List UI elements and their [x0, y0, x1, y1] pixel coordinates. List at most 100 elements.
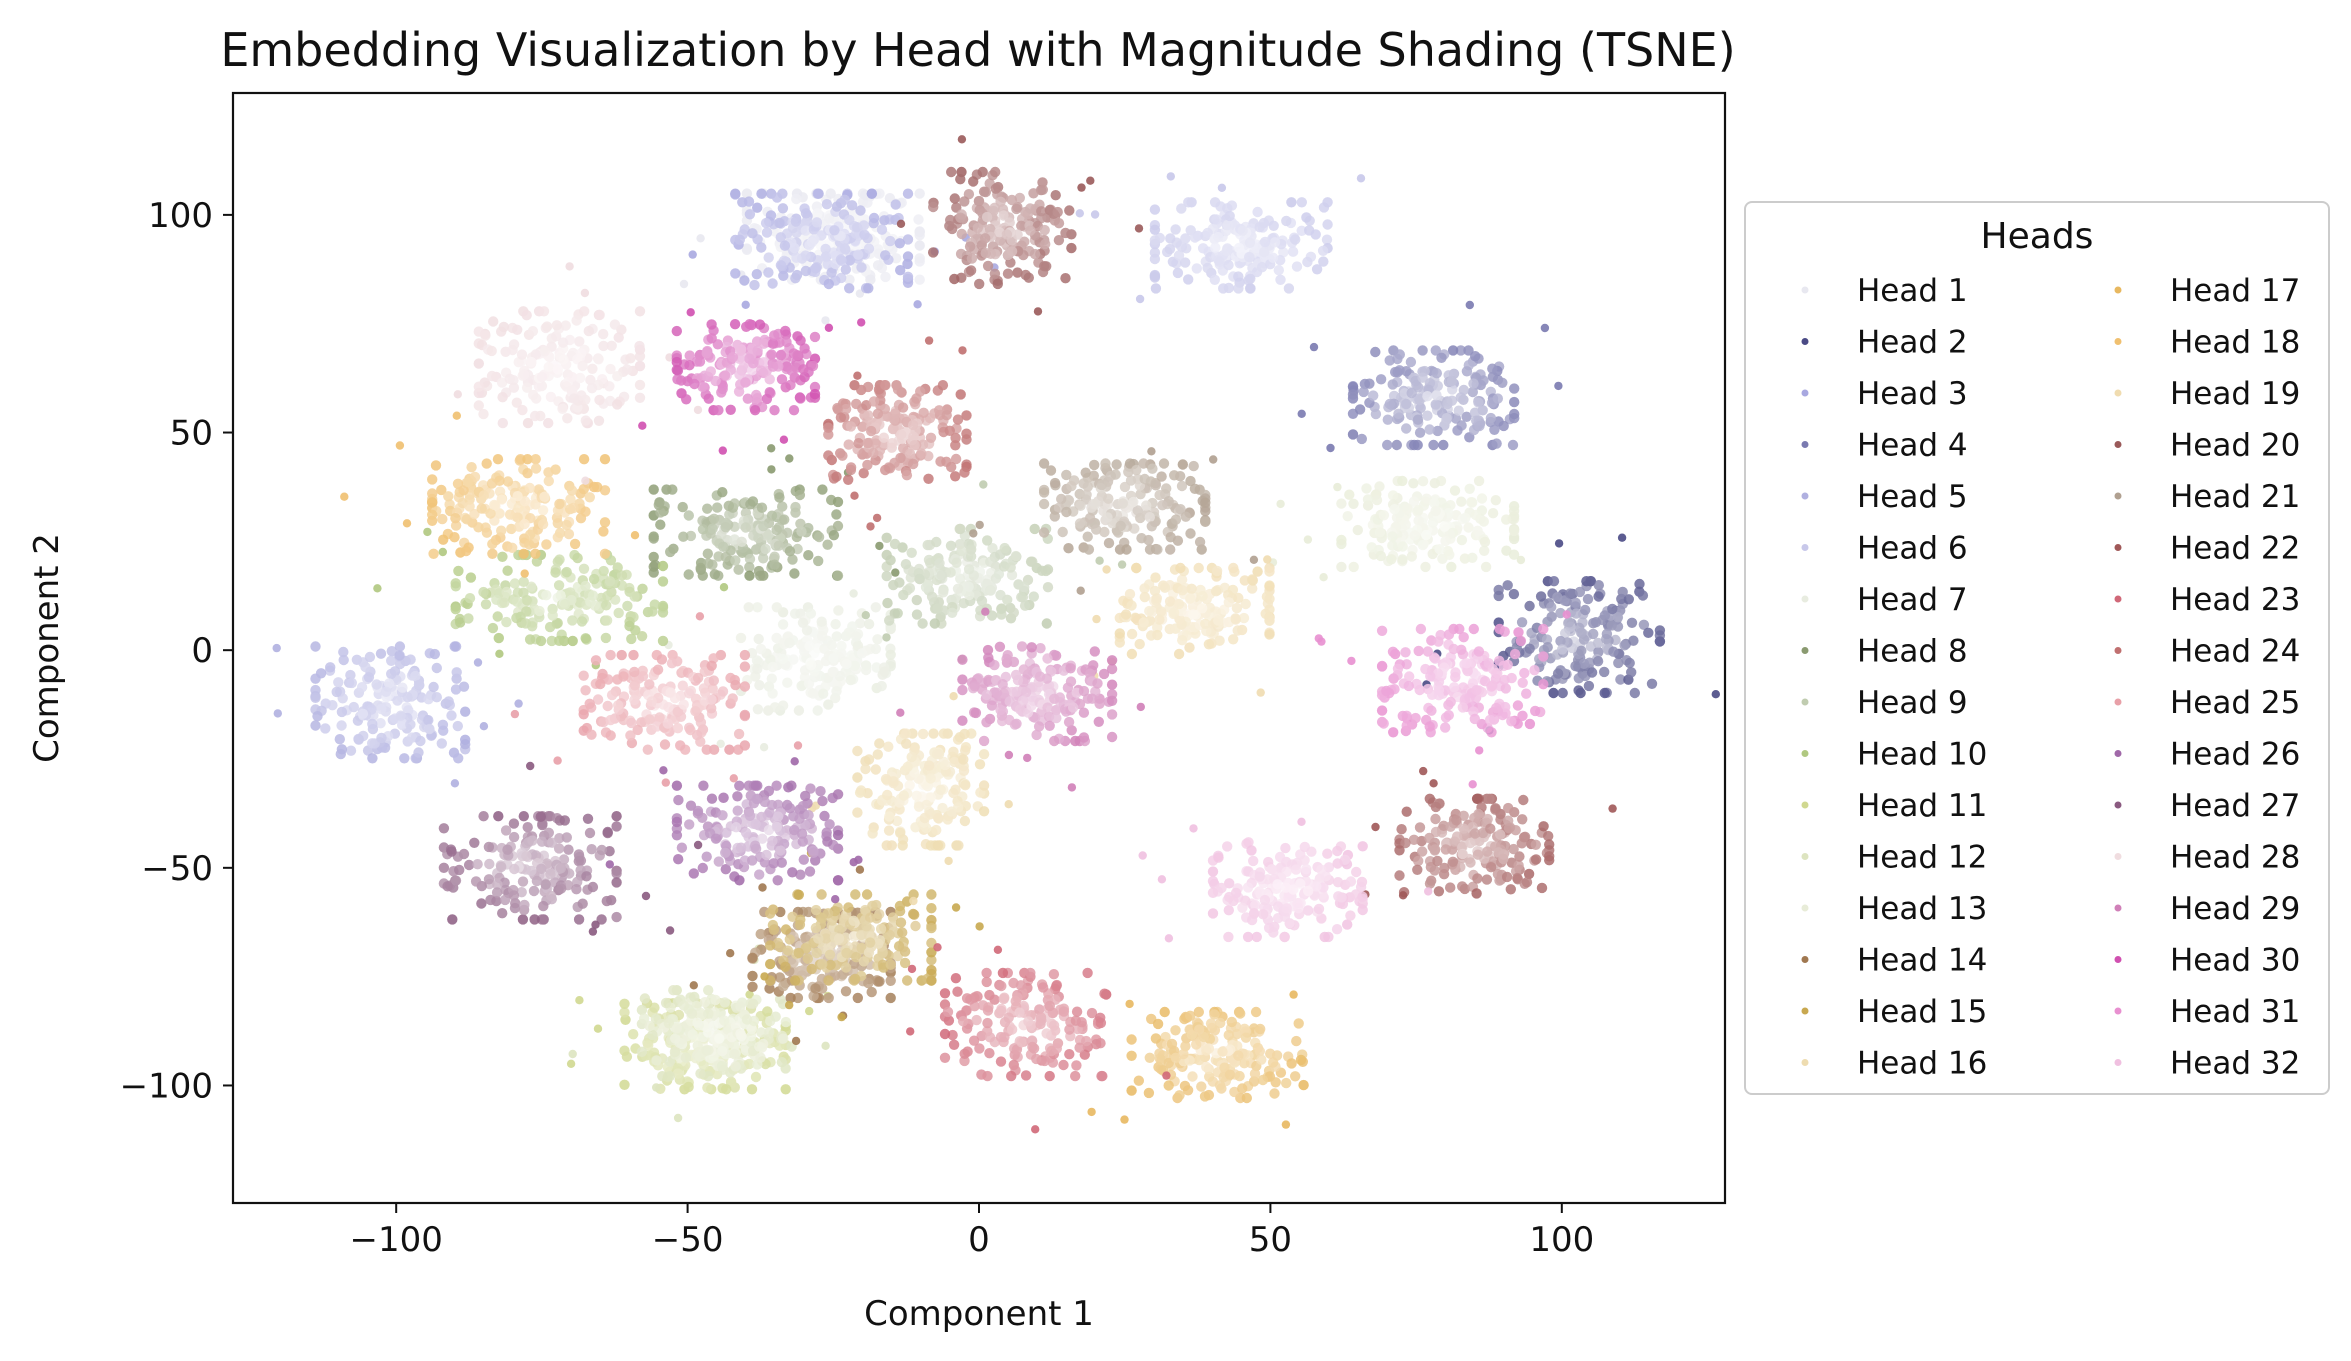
scatter-point: [1040, 238, 1051, 250]
scatter-point: [719, 997, 730, 1008]
scatter-point: [1224, 1069, 1236, 1080]
scatter-point: [701, 744, 712, 755]
scatter-point: [873, 938, 884, 949]
scatter-point: [925, 792, 936, 803]
scatter-point: [1076, 1017, 1087, 1028]
scatter-point: [968, 176, 979, 187]
scatter-point: [961, 993, 973, 1004]
scatter-point: [518, 576, 529, 587]
scatter-point: [959, 467, 970, 478]
scatter-point: [1457, 848, 1468, 860]
scatter-point: [702, 548, 713, 559]
scatter-point: [821, 827, 832, 838]
scatter-point: [874, 738, 885, 749]
scatter-point: [1194, 536, 1206, 548]
scatter-point: [1503, 823, 1515, 834]
scatter-point: [744, 561, 755, 573]
scatter-point: [1485, 862, 1497, 873]
scatter-point: [1485, 823, 1496, 834]
scatter-point: [340, 492, 349, 501]
scatter-point: [1209, 234, 1220, 245]
scatter-point: [867, 900, 878, 911]
series-head-21: [969, 447, 1259, 595]
scatter-point: [1034, 1004, 1045, 1015]
scatter-point: [791, 193, 802, 205]
scatter-point: [945, 540, 957, 551]
scatter-point: [803, 810, 814, 821]
scatter-point: [1295, 1054, 1307, 1066]
scatter-point: [1130, 613, 1141, 624]
scatter-point: [866, 425, 877, 437]
scatter-point: [981, 211, 993, 223]
scatter-point: [653, 499, 664, 511]
scatter-point: [1214, 1080, 1226, 1091]
scatter-point: [985, 556, 996, 567]
scatter-point: [424, 723, 435, 735]
scatter-point: [367, 718, 378, 730]
scatter-point: [1382, 414, 1394, 425]
scatter-point: [844, 214, 855, 226]
scatter-point: [1131, 562, 1142, 574]
scatter-point: [1513, 860, 1524, 871]
scatter-point: [1417, 372, 1428, 383]
scatter-point: [576, 616, 588, 627]
scatter-point: [981, 976, 992, 988]
scatter-point: [1187, 1071, 1198, 1082]
scatter-point: [845, 464, 857, 476]
scatter-point: [761, 849, 772, 861]
scatter-point: [437, 513, 448, 525]
scatter-point: [395, 710, 406, 721]
scatter-point: [941, 410, 952, 421]
scatter-point: [1041, 618, 1053, 629]
scatter-point: [1075, 209, 1085, 218]
scatter-point: [452, 720, 463, 732]
scatter-point: [810, 922, 822, 934]
scatter-point: [569, 538, 581, 550]
scatter-point: [452, 478, 464, 489]
scatter-point: [380, 686, 392, 697]
scatter-point: [399, 753, 410, 764]
scatter-point: [639, 993, 651, 1004]
scatter-point: [1012, 202, 1023, 213]
scatter-point: [1643, 627, 1654, 638]
scatter-point: [960, 745, 971, 756]
scatter-point: [836, 640, 847, 652]
scatter-point: [928, 247, 939, 258]
scatter-point: [840, 403, 852, 415]
scatter-point: [1123, 466, 1134, 478]
scatter-point: [333, 677, 344, 688]
scatter-point: [735, 842, 747, 853]
scatter-point: [1110, 469, 1121, 480]
scatter-point: [1333, 482, 1342, 492]
scatter-point: [1336, 534, 1347, 546]
scatter-point: [885, 959, 896, 970]
scatter-point: [536, 836, 548, 847]
scatter-point: [866, 986, 877, 998]
scatter-point: [1191, 263, 1203, 274]
scatter-point: [839, 194, 850, 205]
scatter-point: [928, 728, 939, 739]
scatter-point: [763, 267, 774, 278]
scatter-point: [438, 534, 449, 545]
scatter-point: [1606, 620, 1617, 631]
scatter-point: [810, 904, 822, 916]
scatter-point: [952, 583, 964, 594]
scatter-point: [496, 494, 507, 505]
scatter-point: [1408, 496, 1420, 507]
scatter-point: [1016, 592, 1027, 603]
scatter-point: [1005, 562, 1016, 573]
scatter-point: [546, 635, 557, 647]
scatter-point: [677, 501, 688, 513]
scatter-point: [611, 868, 622, 879]
scatter-point: [1151, 595, 1162, 606]
scatter-point: [809, 234, 820, 245]
scatter-point: [964, 241, 976, 252]
scatter-point: [824, 213, 835, 224]
scatter-point: [885, 649, 896, 660]
scatter-point: [449, 641, 460, 652]
scatter-point: [1424, 424, 1435, 435]
scatter-point: [974, 1043, 985, 1054]
scatter-point: [1401, 366, 1412, 377]
scatter-point: [1223, 597, 1235, 608]
scatter-point: [1387, 379, 1398, 390]
